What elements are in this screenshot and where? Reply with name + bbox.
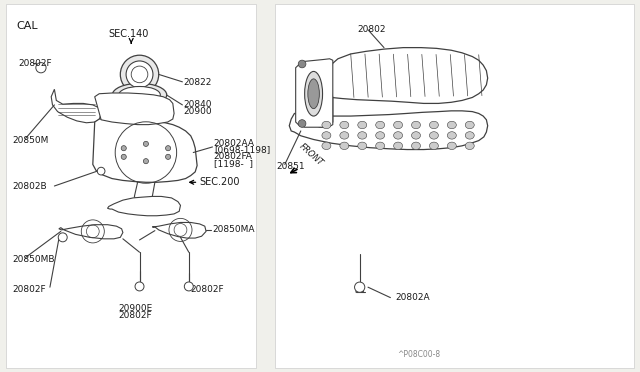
Text: SEC.200: SEC.200	[200, 177, 240, 187]
Text: ^P08C00-8: ^P08C00-8	[397, 350, 440, 359]
Text: 20850M: 20850M	[13, 136, 49, 145]
Ellipse shape	[394, 121, 403, 129]
Text: 20802AA: 20802AA	[214, 139, 255, 148]
Polygon shape	[51, 89, 101, 123]
Circle shape	[298, 120, 306, 127]
Text: 20851: 20851	[276, 162, 305, 171]
Ellipse shape	[394, 142, 403, 150]
Ellipse shape	[340, 121, 349, 129]
Circle shape	[355, 282, 365, 292]
Circle shape	[184, 282, 193, 291]
Circle shape	[298, 60, 306, 68]
Polygon shape	[302, 61, 333, 127]
Circle shape	[135, 282, 144, 291]
Ellipse shape	[113, 83, 167, 106]
Ellipse shape	[465, 121, 474, 129]
Ellipse shape	[429, 121, 438, 129]
Polygon shape	[275, 4, 634, 368]
Text: 20802F: 20802F	[191, 285, 225, 294]
Polygon shape	[152, 222, 206, 238]
Ellipse shape	[447, 142, 456, 150]
Circle shape	[143, 158, 148, 164]
Text: SEC.140: SEC.140	[109, 29, 149, 39]
Ellipse shape	[358, 121, 367, 129]
Polygon shape	[93, 118, 197, 182]
Polygon shape	[108, 196, 180, 216]
Ellipse shape	[429, 142, 438, 150]
Text: [1198-  ]: [1198- ]	[214, 159, 253, 168]
Ellipse shape	[358, 142, 367, 150]
Text: 20900: 20900	[184, 107, 212, 116]
Ellipse shape	[376, 142, 385, 150]
Ellipse shape	[465, 132, 474, 139]
Ellipse shape	[358, 132, 367, 139]
Text: 20900E: 20900E	[118, 304, 153, 312]
Text: CAL: CAL	[16, 21, 38, 31]
Ellipse shape	[447, 121, 456, 129]
Circle shape	[166, 154, 171, 160]
Text: 20802F: 20802F	[118, 311, 152, 320]
Text: 20802FA: 20802FA	[214, 152, 253, 161]
Ellipse shape	[376, 132, 385, 139]
Circle shape	[120, 55, 159, 94]
Circle shape	[143, 141, 148, 147]
Polygon shape	[289, 111, 488, 150]
Ellipse shape	[429, 132, 438, 139]
Text: 20850MA: 20850MA	[212, 225, 255, 234]
Text: 20802A: 20802A	[396, 293, 430, 302]
Ellipse shape	[340, 132, 349, 139]
Ellipse shape	[412, 121, 420, 129]
Text: 20802F: 20802F	[18, 60, 52, 68]
Ellipse shape	[376, 121, 385, 129]
Ellipse shape	[322, 142, 331, 150]
Ellipse shape	[322, 132, 331, 139]
Text: 20802B: 20802B	[13, 182, 47, 191]
Ellipse shape	[322, 121, 331, 129]
Circle shape	[126, 61, 153, 88]
Text: [0698-1198]: [0698-1198]	[214, 145, 270, 154]
Polygon shape	[296, 59, 333, 127]
Polygon shape	[59, 225, 123, 239]
Text: 20850MB: 20850MB	[13, 255, 55, 264]
Text: FRONT: FRONT	[297, 141, 324, 167]
Circle shape	[58, 233, 67, 242]
Ellipse shape	[447, 132, 456, 139]
Ellipse shape	[412, 132, 420, 139]
Polygon shape	[6, 4, 256, 368]
Text: 20802F: 20802F	[13, 285, 47, 294]
Circle shape	[121, 145, 126, 151]
Text: 20802: 20802	[357, 25, 386, 33]
Ellipse shape	[308, 79, 319, 109]
Ellipse shape	[340, 142, 349, 150]
Ellipse shape	[465, 142, 474, 150]
Ellipse shape	[119, 87, 161, 103]
Polygon shape	[325, 48, 488, 103]
Circle shape	[36, 62, 46, 73]
Ellipse shape	[305, 71, 323, 116]
Polygon shape	[95, 93, 174, 125]
Circle shape	[121, 154, 126, 160]
Ellipse shape	[412, 142, 420, 150]
Circle shape	[166, 145, 171, 151]
Text: 20822: 20822	[184, 78, 212, 87]
Circle shape	[97, 167, 105, 175]
Text: 20840: 20840	[184, 100, 212, 109]
Ellipse shape	[394, 132, 403, 139]
